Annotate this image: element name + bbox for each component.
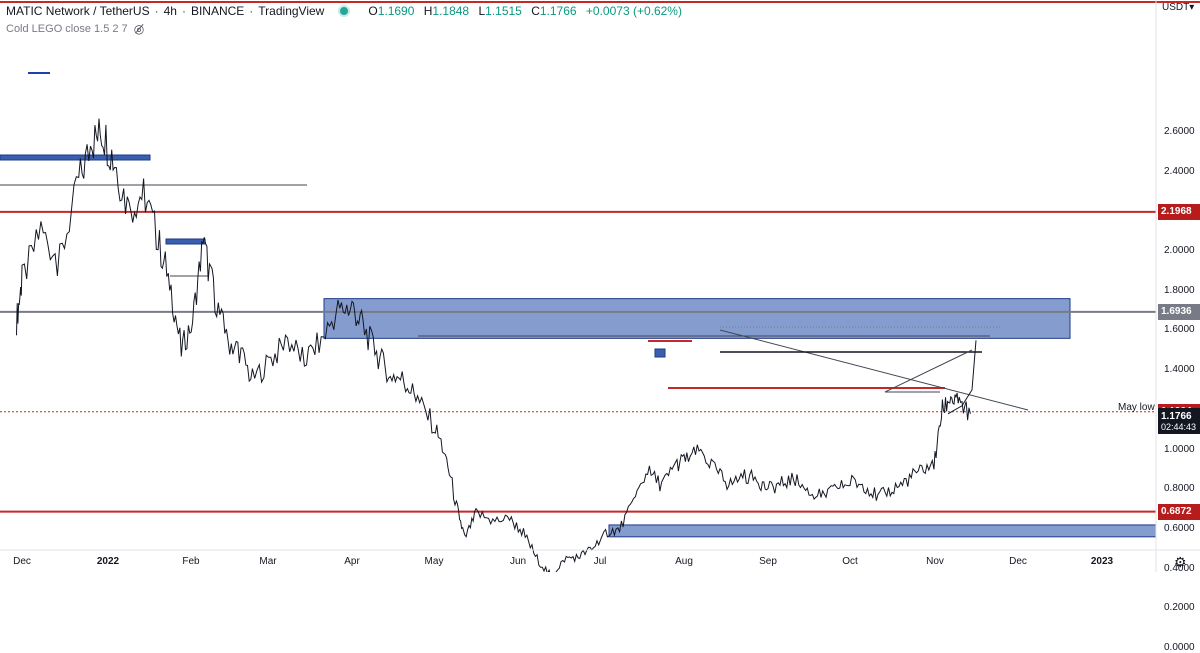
last-price: 1.1766 xyxy=(1161,410,1192,422)
x-tick: Dec xyxy=(1009,556,1027,567)
price-chart[interactable] xyxy=(0,0,1200,572)
indicator-legend[interactable]: Cold LEGO close 1.5 2 7 ◎̸ xyxy=(6,22,144,36)
eye-crossed-icon[interactable]: ◎̸ xyxy=(133,22,145,36)
close-value: 1.1766 xyxy=(539,4,577,18)
y-tick: 1.4000 xyxy=(1164,364,1195,376)
may-low-label: May low xyxy=(1118,402,1155,413)
close-key: C xyxy=(531,4,540,18)
indicator-label: Cold LEGO close 1.5 2 7 xyxy=(6,23,128,35)
y-tick: 0.0000 xyxy=(1164,642,1195,653)
open-key: O xyxy=(368,4,378,18)
x-tick: Nov xyxy=(926,556,944,567)
interval[interactable]: 4h xyxy=(163,4,177,18)
x-tick: Apr xyxy=(344,556,360,567)
data-source: TradingView xyxy=(258,4,325,18)
x-tick: Feb xyxy=(182,556,200,567)
change-value: +0.0073 (+0.62%) xyxy=(585,4,682,18)
gear-icon[interactable]: ⚙ xyxy=(1174,554,1187,570)
zone-1 xyxy=(608,524,1157,538)
x-tick: Jun xyxy=(509,556,527,567)
y-tick: 1.6000 xyxy=(1164,324,1195,336)
bar-countdown: 02:44:43 xyxy=(1161,421,1197,432)
zone-0 xyxy=(323,298,1071,339)
drawing-8 xyxy=(654,348,666,358)
x-tick: Oct xyxy=(842,556,858,567)
y-tick: 0.8000 xyxy=(1164,483,1195,495)
x-tick: Dec xyxy=(13,556,31,567)
y-tick: 1.0000 xyxy=(1164,443,1195,455)
y-tick: 1.8000 xyxy=(1164,284,1195,296)
price-label: 0.6872 xyxy=(1158,503,1200,520)
x-tick: 2022 xyxy=(96,556,120,567)
high-value: 1.1848 xyxy=(432,4,470,18)
price-series xyxy=(16,118,977,572)
drawing-10 xyxy=(719,329,1029,411)
exchange: BINANCE xyxy=(190,4,245,18)
open-value: 1.1690 xyxy=(377,4,415,18)
x-tick: Mar xyxy=(259,556,277,567)
drawing-1 xyxy=(0,154,151,161)
y-tick: 0.6000 xyxy=(1164,522,1195,534)
y-tick: 2.0000 xyxy=(1164,245,1195,256)
trend-drawings xyxy=(0,72,1029,411)
price-line xyxy=(16,118,971,572)
y-tick: 2.4000 xyxy=(1164,165,1195,177)
drawing-12 xyxy=(884,349,973,393)
market-status-dot-icon xyxy=(338,5,351,17)
horizontal-levels xyxy=(0,1,1200,513)
projection-path xyxy=(947,340,977,415)
y-tick: 0.4000 xyxy=(1164,562,1195,574)
x-tick: 2023 xyxy=(1090,556,1114,567)
y-tick: 0.2000 xyxy=(1164,602,1195,614)
currency-selector[interactable]: USDT▾ xyxy=(1162,2,1195,13)
x-tick: Jul xyxy=(593,556,607,567)
drawing-3 xyxy=(165,238,206,245)
price-label: 1.6936 xyxy=(1158,303,1200,320)
price-label: 1.1766 02:44:43 xyxy=(1158,408,1200,435)
supply-demand-zones xyxy=(323,298,1157,538)
x-tick: May xyxy=(424,556,444,567)
symbol-legend: MATIC Network / TetherUS · 4h · BINANCE … xyxy=(6,4,688,18)
x-tick: Aug xyxy=(675,556,693,567)
price-label: 2.1968 xyxy=(1158,203,1200,220)
low-key: L xyxy=(478,4,486,18)
y-tick: 2.6000 xyxy=(1164,125,1195,137)
symbol-name[interactable]: MATIC Network / TetherUS xyxy=(6,4,150,18)
ohlc-values: O1.1690 H1.1848 L1.1515 C1.1766 +0.0073 … xyxy=(368,4,688,18)
high-key: H xyxy=(423,4,433,18)
x-tick: Sep xyxy=(759,556,777,567)
low-value: 1.1515 xyxy=(485,4,522,18)
